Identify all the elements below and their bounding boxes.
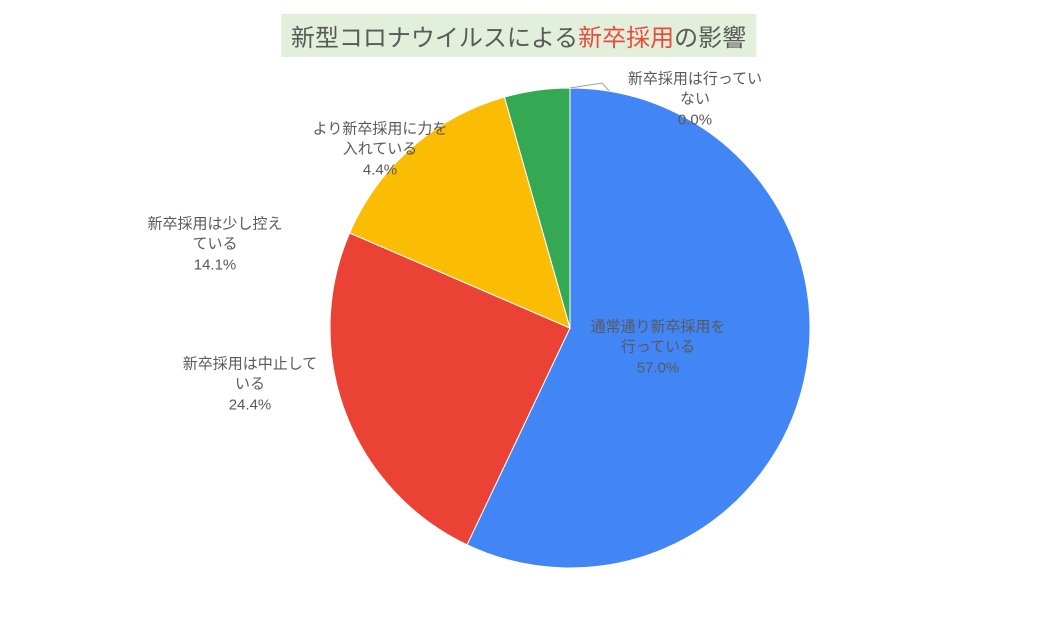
slice-label-line: 通常通り新卒採用を [590, 318, 725, 338]
slice-label-line: 入れている [313, 140, 448, 160]
slice-label-line: 新卒採用は中止して [183, 355, 318, 375]
slice-label-line: 新卒採用は行ってい [628, 70, 762, 90]
title-part: 新型コロナウイルスによる [291, 25, 578, 52]
slice-label-line: より新卒採用に力を [313, 120, 448, 140]
chart-title: 新型コロナウイルスによる新卒採用の影響 [281, 14, 756, 57]
slice-label-line: いる [183, 375, 318, 395]
slice-percent: 0.0% [628, 110, 762, 130]
title-part: の影響 [674, 25, 746, 52]
slice-label: より新卒採用に力を入れている4.4% [313, 120, 448, 181]
slice-label: 新卒採用は中止している24.4% [183, 355, 318, 416]
slice-percent: 24.4% [183, 395, 318, 415]
slice-label-line: 新卒採用は少し控え [147, 215, 282, 235]
slice-label: 新卒採用は行っていない0.0% [628, 70, 762, 131]
slice-label: 通常通り新卒採用を行っている57.0% [590, 318, 725, 379]
slice-percent: 57.0% [590, 358, 725, 378]
slice-percent: 14.1% [147, 255, 282, 275]
slice-label-line: ない [628, 90, 762, 110]
pie-chart-container: 新型コロナウイルスによる新卒採用の影響 通常通り新卒採用を行っている57.0% 新… [0, 0, 1037, 639]
slice-label-line: 行っている [590, 338, 725, 358]
title-part: 新卒採用 [578, 25, 674, 52]
slice-label-line: ている [147, 235, 282, 255]
slice-percent: 4.4% [313, 160, 448, 180]
slice-label: 新卒採用は少し控えている14.1% [147, 215, 282, 276]
